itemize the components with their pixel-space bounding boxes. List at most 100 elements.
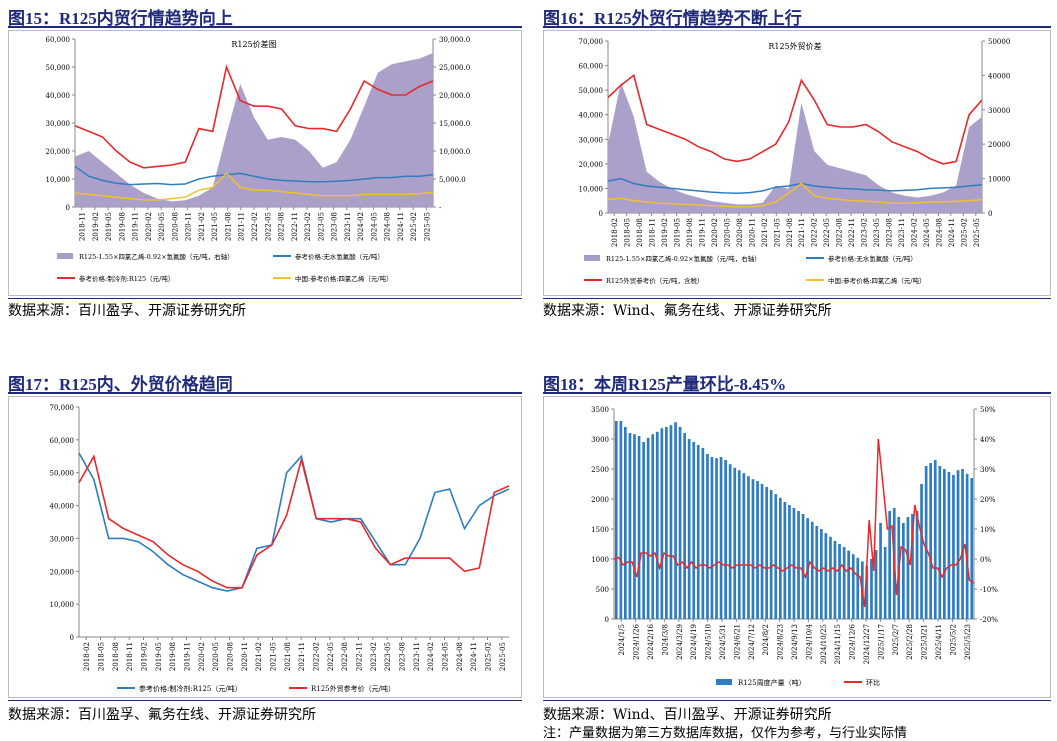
y2-tick-label: - [439, 204, 442, 212]
y-tick-label: 2000 [591, 496, 609, 504]
x-tick-label: 2020-05 [723, 218, 731, 247]
x-tick-label: 2024/7/12 [748, 624, 756, 660]
bar-mark [637, 436, 641, 619]
x-tick-label: 2020-02 [198, 642, 206, 671]
x-tick-label: 2020-05 [158, 212, 166, 241]
bar-mark [646, 437, 650, 619]
bar-mark [756, 481, 759, 619]
bar-mark [674, 422, 677, 619]
bar-mark [660, 428, 664, 619]
x-tick-label: 2021-02 [761, 218, 769, 247]
bar-mark [902, 523, 905, 619]
x-tick-label: 2024/2/16 [647, 623, 655, 659]
legend-label: 参考价格:制冷剂:R125（元/吨） [79, 274, 174, 283]
bar-mark [710, 457, 714, 619]
bar-mark [961, 469, 964, 619]
x-tick-label: 2025/1/17 [877, 624, 885, 660]
legend-swatch [57, 253, 73, 259]
area-series-0 [608, 82, 982, 213]
legend-label: R125外贸参考价（元/吨） [311, 684, 395, 693]
bar-mark [938, 466, 942, 619]
figure-15-frame: 0 10,000 20,000 30,000 40,000 50,000 60,000 - 5,… [8, 30, 522, 296]
line-series-3 [607, 182, 983, 208]
bar-mark [665, 427, 668, 619]
figure-18-source: 数据来源：Wind、百川盈孚、开源证券研究所 [543, 707, 832, 723]
x-tick-label: 2021-11 [798, 218, 806, 247]
y2-tick-label: 50% [980, 406, 996, 414]
x-tick-label: 2022-08 [278, 212, 286, 241]
y-tick-label: 1000 [591, 556, 609, 564]
x-tick-label: 2021-08 [786, 218, 794, 247]
figure-16-bottom-rule [543, 298, 1051, 299]
x-tick-label: 2024/3/8 [661, 624, 669, 655]
x-tick-label: 2018-11 [649, 218, 657, 247]
bar-mark [765, 487, 768, 619]
figure-16: 图16：R125外贸行情趋势不断上行 0 10,000 20,000 30,000 40… [543, 4, 1051, 334]
x-tick-label: 2019-05 [155, 642, 163, 671]
chart-title: R125外贸价差 [768, 41, 821, 51]
figure-16-title-rule [543, 26, 1051, 28]
bar-mark [701, 448, 705, 619]
bar-mark [883, 547, 887, 619]
line-series-1 [607, 177, 983, 195]
bar-mark [788, 505, 791, 619]
bar-mark [696, 445, 700, 619]
x-tick-label: 2018-08 [112, 642, 120, 671]
y-tick-label: 20,000 [50, 568, 75, 576]
y-tick-label: 20,000 [46, 148, 71, 156]
x-tick-label: 2023-08 [399, 642, 407, 671]
line-series-2 [74, 64, 434, 169]
y2-tick-label: 25,000.0 [439, 64, 470, 72]
figure-18: 图18：本周R125产量环比-8.45% 0 500 1000 1500 2000 250… [543, 370, 1051, 741]
bar-mark [956, 470, 960, 619]
x-tick-label: 2025/2/28 [906, 624, 914, 660]
legend-label: 中国:参考价格:四氯乙烯（元/吨） [295, 274, 393, 283]
x-tick-label: 2024/11/15 [834, 624, 842, 664]
x-tick-label: 2024-11 [948, 218, 956, 247]
x-tick-label: 2019-08 [169, 642, 177, 671]
y-tick-label: 70,000 [50, 404, 75, 412]
x-tick-label: 2025-05 [973, 218, 981, 247]
y-tick-label: 40,000 [46, 92, 71, 100]
chart-title: R125价差图 [231, 39, 276, 49]
y2-tick-label: 10% [980, 526, 996, 534]
y2-tick-label: 30000 [988, 107, 1010, 115]
figure-17-chart: 0 10,000 20,000 30,000 40,000 50,000 60,000 70,… [50, 404, 510, 693]
x-tick-label: 2022-11 [848, 218, 856, 247]
bar-mark [856, 557, 860, 619]
y-tick-label: 0 [66, 204, 70, 212]
bar-mark [628, 433, 632, 619]
x-tick-label: 2025-02 [485, 642, 493, 671]
x-tick-label: 2018-02 [611, 218, 619, 247]
bar-mark [870, 559, 873, 619]
figure-16-title: 图16：R125外贸行情趋势不断上行 [543, 9, 802, 28]
y-tick-label: 30,000 [50, 535, 75, 543]
x-tick-label: 2024/6/21 [733, 624, 741, 660]
x-tick-label: 2021-02 [198, 212, 206, 241]
y-tick-label: 1500 [591, 526, 609, 534]
x-tick-label: 2024/1/5 [618, 624, 626, 655]
bar-mark [774, 494, 778, 619]
x-tick-label: 2023-02 [370, 642, 378, 671]
line-series-1 [613, 438, 975, 608]
figure-17-bottom-rule [8, 700, 522, 701]
x-tick-label: 2024/3/29 [676, 624, 684, 660]
bar-mark [706, 454, 709, 619]
x-tick-label: 2023-05 [384, 642, 392, 671]
bar-mark [865, 566, 869, 619]
x-tick-label: 2021-05 [270, 642, 278, 671]
x-tick-label: 2024/8/2 [762, 624, 770, 655]
x-tick-label: 2020-08 [171, 212, 179, 241]
x-tick-label: 2020-05 [212, 642, 220, 671]
bar-mark [829, 536, 832, 619]
y2-tick-label: 5,000.0 [439, 176, 466, 184]
x-tick-label: 2019-02 [141, 642, 149, 671]
x-tick-label: 2023-05 [873, 218, 881, 247]
bar-mark [833, 541, 837, 619]
y-tick-label: 40,000 [50, 503, 75, 511]
bar-mark [783, 502, 787, 619]
figure-18-frame: 0 500 1000 1500 2000 2500 3000 3500 -20% -10% 0% 10… [543, 396, 1051, 698]
x-tick-label: 2018-08 [636, 218, 644, 247]
bar-mark [728, 464, 732, 619]
x-tick-label: 2025-02 [960, 218, 968, 247]
